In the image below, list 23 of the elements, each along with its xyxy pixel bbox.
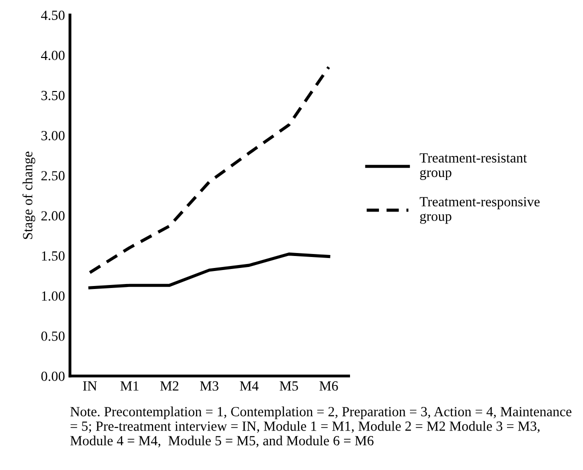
x-tick-label: M1 — [120, 381, 138, 390]
y-tick-label: 3.00 — [41, 130, 65, 140]
y-tick-label: 0.50 — [41, 331, 65, 341]
x-tick-label: IN — [83, 381, 97, 390]
y-tick-label: 3.50 — [41, 90, 65, 100]
y-tick-label: 4.50 — [41, 10, 65, 20]
y-tick-label: 1.50 — [42, 251, 65, 261]
x-tick-label: M3 — [200, 381, 218, 391]
y-axis-title: Stage of change — [22, 152, 36, 239]
line-series — [88, 66, 330, 274]
y-tick-label: 0.00 — [41, 372, 65, 382]
y-tick-label: 2.00 — [41, 211, 65, 221]
x-tick-label: M4 — [240, 381, 259, 390]
legend-label: Treatment-resistant group — [420, 153, 527, 180]
line-series — [88, 252, 330, 290]
y-tick-label: 1.00 — [42, 291, 65, 301]
x-tick-label: M6 — [319, 381, 338, 391]
y-tick-label: 4.00 — [41, 50, 65, 60]
x-tick-label: M2 — [160, 381, 178, 390]
text: Note. Precontemplation = 1, Contemplation = 2, Preparation = 3, Action = 4, Maintenance = 5; Pre-treatment interview = IN, Module 1 = M1, Module 2 = M2 Module 3 = M3, Module 4 = M4, Module 5 = M5, and Module 6 = M6 — [70, 406, 572, 448]
y-tick-label: 2.50 — [41, 171, 65, 180]
legend-label: Treatment-responsive group — [420, 197, 540, 224]
x-tick-label: M5 — [280, 381, 298, 391]
